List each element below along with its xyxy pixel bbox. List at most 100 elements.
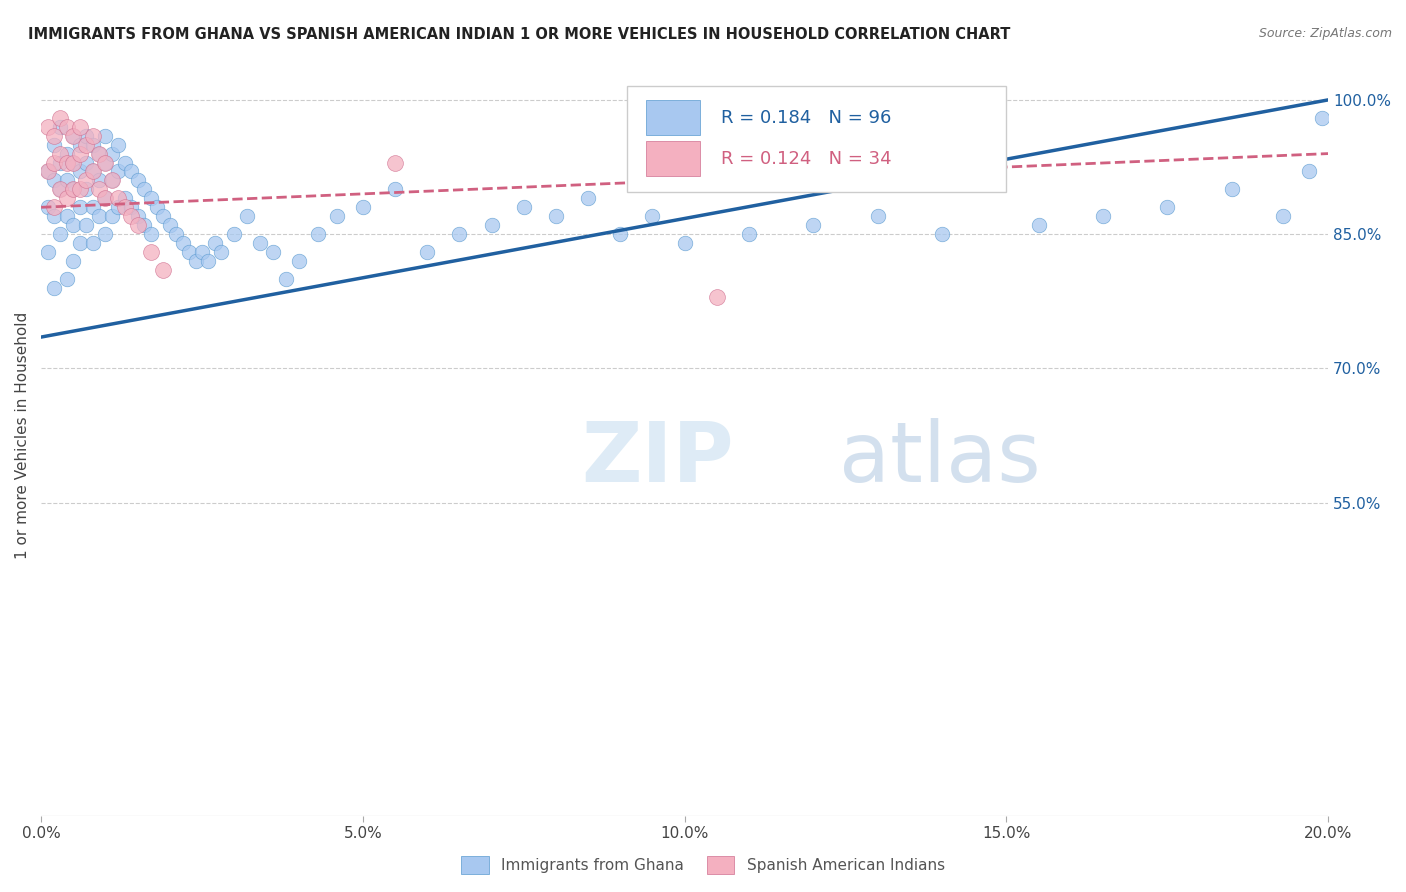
Text: IMMIGRANTS FROM GHANA VS SPANISH AMERICAN INDIAN 1 OR MORE VEHICLES IN HOUSEHOLD: IMMIGRANTS FROM GHANA VS SPANISH AMERICA… <box>28 27 1011 42</box>
Point <box>49 182 72 196</box>
Point <box>120 164 142 178</box>
Point <box>69 137 91 152</box>
Point <box>62 128 84 143</box>
Point <box>49 227 72 241</box>
Point <box>801 218 824 232</box>
Point <box>1298 164 1320 178</box>
Point <box>82 164 104 178</box>
Point <box>352 200 374 214</box>
Point <box>94 155 117 169</box>
Point <box>49 120 72 134</box>
Point <box>107 137 129 152</box>
Point <box>107 164 129 178</box>
Point <box>82 137 104 152</box>
Point <box>49 182 72 196</box>
Point <box>127 173 149 187</box>
Point <box>69 182 91 196</box>
Point <box>139 191 162 205</box>
Text: R = 0.184   N = 96: R = 0.184 N = 96 <box>721 109 891 127</box>
Point <box>114 155 136 169</box>
Point <box>82 164 104 178</box>
Point <box>107 200 129 214</box>
Point <box>69 200 91 214</box>
Point <box>62 254 84 268</box>
Text: atlas: atlas <box>839 417 1040 499</box>
Point <box>197 254 219 268</box>
Point <box>94 155 117 169</box>
Point <box>37 200 59 214</box>
Point <box>184 254 207 268</box>
Point <box>544 209 567 223</box>
Point <box>179 245 201 260</box>
Point <box>449 227 471 241</box>
Point <box>146 200 169 214</box>
Point <box>132 218 155 232</box>
Point <box>165 227 187 241</box>
Point <box>49 155 72 169</box>
Point <box>69 164 91 178</box>
Point <box>75 128 97 143</box>
Point <box>152 263 174 277</box>
Point <box>191 245 214 260</box>
Point <box>1028 218 1050 232</box>
Point <box>56 146 79 161</box>
Point <box>132 182 155 196</box>
Text: Source: ZipAtlas.com: Source: ZipAtlas.com <box>1258 27 1392 40</box>
Point <box>738 227 761 241</box>
Point <box>236 209 259 223</box>
Point <box>82 200 104 214</box>
Point <box>87 146 110 161</box>
Point <box>42 155 65 169</box>
Point <box>209 245 232 260</box>
Point <box>75 155 97 169</box>
Point <box>69 120 91 134</box>
Point <box>384 155 406 169</box>
Point <box>1220 182 1243 196</box>
Point <box>127 209 149 223</box>
Point <box>49 146 72 161</box>
Point <box>307 227 329 241</box>
Point <box>931 227 953 241</box>
Point <box>94 191 117 205</box>
Point <box>37 120 59 134</box>
Point <box>42 281 65 295</box>
Point <box>481 218 503 232</box>
Point <box>75 218 97 232</box>
Point <box>56 209 79 223</box>
Point <box>62 218 84 232</box>
Point <box>42 200 65 214</box>
Point <box>62 182 84 196</box>
Point <box>69 146 91 161</box>
Point <box>94 227 117 241</box>
Point <box>152 209 174 223</box>
Point <box>120 200 142 214</box>
Point <box>82 236 104 251</box>
FancyBboxPatch shape <box>645 141 700 176</box>
Point <box>416 245 439 260</box>
Point <box>224 227 246 241</box>
FancyBboxPatch shape <box>627 86 1007 192</box>
Point <box>673 236 696 251</box>
Point <box>87 182 110 196</box>
Point <box>159 218 181 232</box>
Point <box>101 146 124 161</box>
Point <box>1272 209 1295 223</box>
Point <box>1156 200 1178 214</box>
Point <box>866 209 889 223</box>
Point <box>101 173 124 187</box>
Point <box>101 173 124 187</box>
Point <box>87 146 110 161</box>
Point <box>139 227 162 241</box>
Point <box>42 209 65 223</box>
Point <box>287 254 309 268</box>
Point <box>75 137 97 152</box>
FancyBboxPatch shape <box>645 100 700 135</box>
Point <box>326 209 349 223</box>
Point <box>56 155 79 169</box>
Point <box>513 200 536 214</box>
Y-axis label: 1 or more Vehicles in Household: 1 or more Vehicles in Household <box>15 312 30 559</box>
Point <box>139 245 162 260</box>
Point <box>172 236 194 251</box>
Point <box>56 272 79 286</box>
Point <box>262 245 284 260</box>
